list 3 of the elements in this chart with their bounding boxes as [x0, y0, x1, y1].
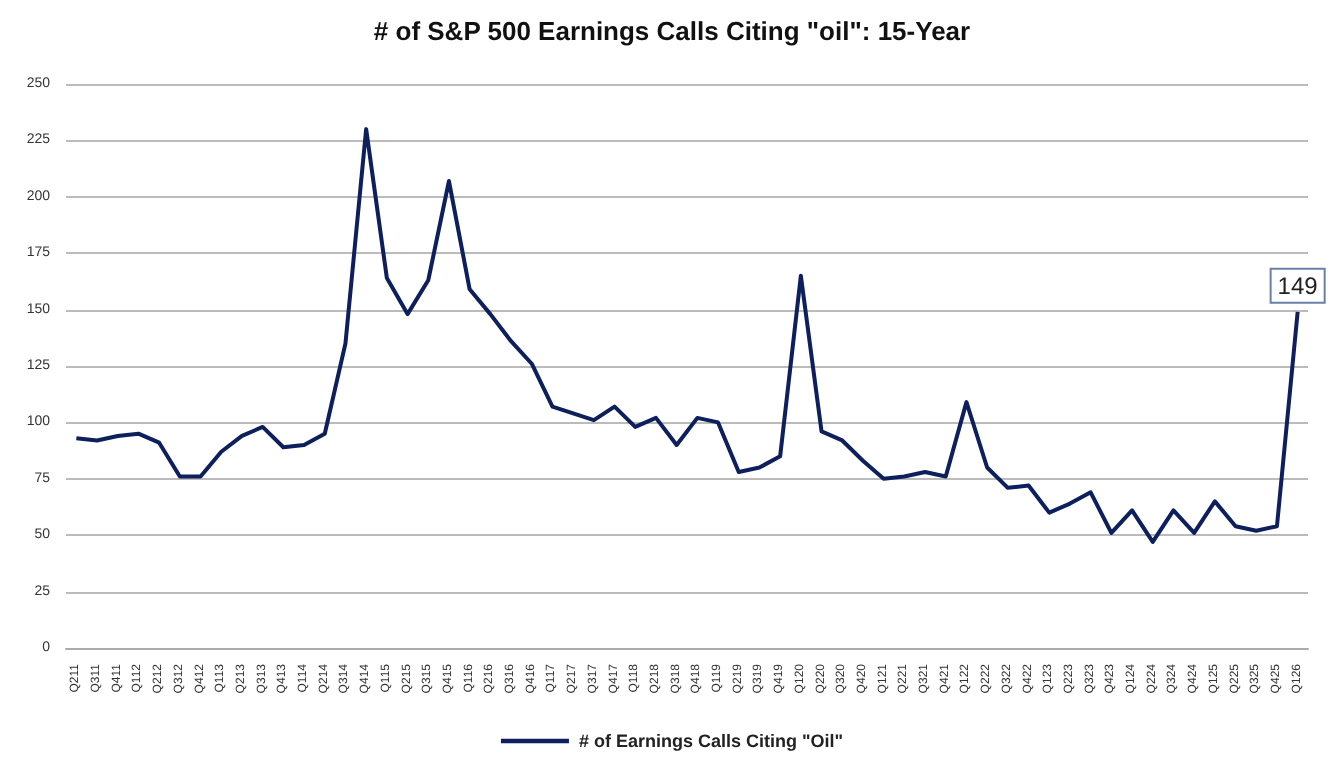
data-label: 149: [1277, 271, 1319, 300]
legend-label: # of Earnings Calls Citing "Oil": [578, 731, 844, 751]
chart-title: # of S&P 500 Earnings Calls Citing "oil": 15-Year: [373, 16, 971, 46]
